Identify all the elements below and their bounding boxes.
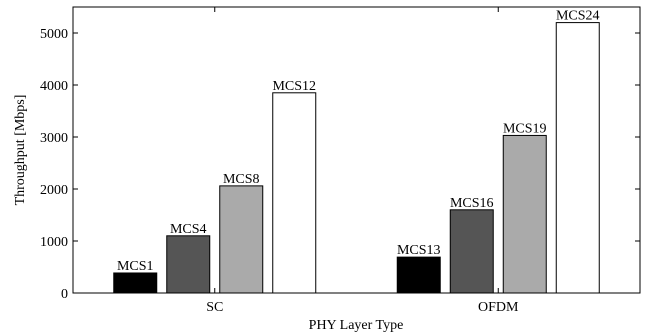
bar-mcs24: [555, 22, 600, 294]
x-axis-title: PHY Layer Type: [309, 318, 404, 333]
bar-label: MCS24: [556, 9, 600, 24]
y-tick-label: 5000: [40, 27, 68, 42]
bar-mcs1: [113, 272, 158, 294]
bar-mcs8: [219, 185, 264, 294]
bar-label: MCS4: [170, 222, 207, 237]
bar-mcs16: [449, 209, 494, 294]
y-axis: 0 1000 2000 3000 4000 5000: [40, 27, 640, 302]
bars: MCS1 MCS4 MCS8 MCS12 MCS13 MCS16 MCS19 MCS24: [113, 9, 600, 294]
x-tick-label: SC: [206, 300, 223, 315]
bar-mcs13: [396, 256, 441, 294]
y-tick-label: 1000: [40, 235, 68, 250]
bar-label: MCS1: [117, 259, 154, 274]
bar-mcs19: [502, 134, 547, 294]
bar-mcs4: [166, 235, 211, 294]
bar-label: MCS13: [397, 243, 441, 258]
plot-frame: [72, 6, 641, 294]
y-tick-label: 0: [61, 287, 68, 302]
y-tick-label: 3000: [40, 131, 68, 146]
bar-label: MCS19: [503, 121, 547, 136]
x-tick-label: OFDM: [478, 300, 519, 315]
bar-label: MCS16: [450, 196, 494, 211]
y-axis-title: Throughput [Mbps]: [13, 95, 28, 206]
x-axis: SC OFDM: [206, 7, 519, 315]
bar-label: MCS12: [272, 79, 316, 94]
y-tick-label: 4000: [40, 79, 68, 94]
bar-label: MCS8: [223, 172, 260, 187]
y-tick-label: 2000: [40, 183, 68, 198]
bar-mcs12: [272, 92, 317, 294]
